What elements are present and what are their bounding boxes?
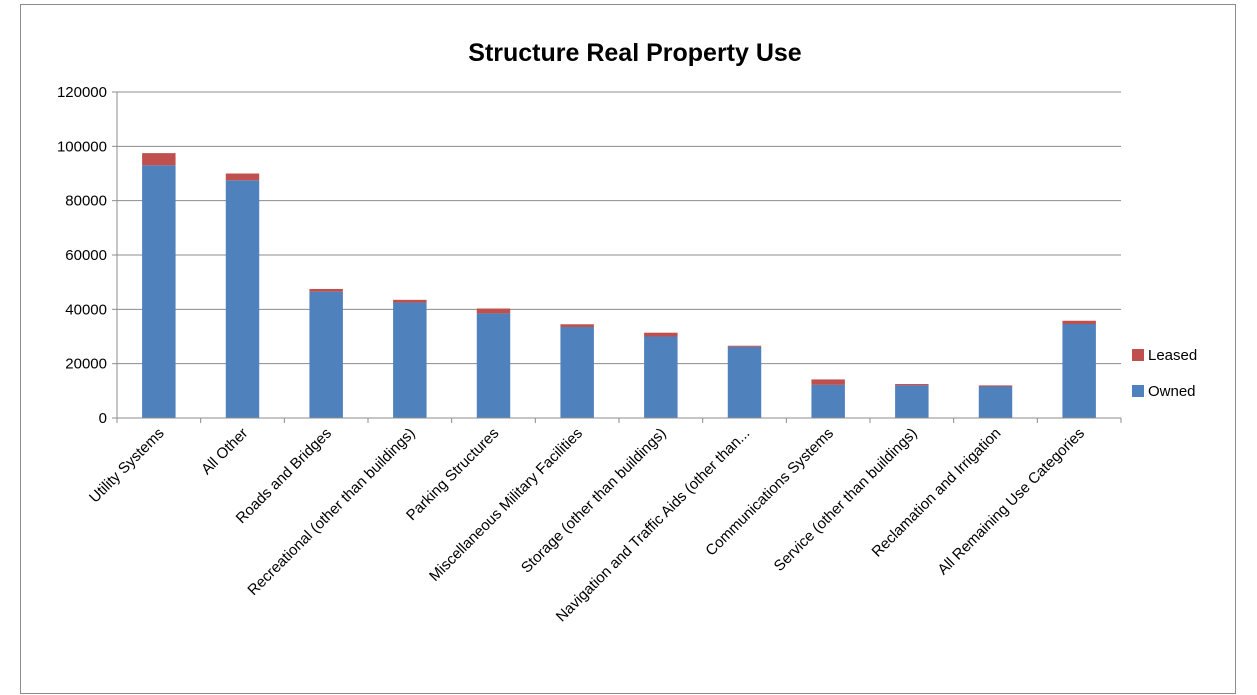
- bar-owned: [978, 386, 1013, 418]
- bar-owned: [895, 385, 929, 418]
- bars: [142, 153, 1096, 418]
- legend-label-owned: Owned: [1148, 383, 1196, 400]
- y-tick-label: 80000: [65, 193, 107, 210]
- y-tick-label: 20000: [65, 356, 107, 373]
- bar-leased: [895, 384, 929, 386]
- chart-title: Structure Real Property Use: [468, 39, 802, 67]
- bar-leased: [393, 299, 427, 303]
- x-tick-label: Service (other than buildings): [771, 425, 921, 575]
- y-tick-label: 60000: [65, 247, 107, 264]
- bar-leased: [225, 173, 260, 181]
- x-tick-label: All Remaining Use Categories: [934, 425, 1088, 579]
- bar-leased: [1062, 320, 1096, 325]
- bar-leased: [811, 379, 845, 385]
- bar-leased: [978, 385, 1013, 387]
- bar-leased: [727, 345, 762, 347]
- bar-owned: [560, 326, 594, 418]
- legend-swatch-leased: [1132, 349, 1144, 361]
- chart-area: Structure Real Property Use 0 20000 40000 6…: [20, 4, 1236, 694]
- bar-leased: [309, 288, 343, 292]
- y-tick-label: 120000: [57, 84, 107, 101]
- x-tick-label: Storage (other than buildings): [518, 425, 670, 577]
- bar-owned: [309, 291, 343, 418]
- chart-svg: Structure Real Property Use 0 20000 40000 6…: [57, 39, 1197, 625]
- x-tick-label: Navigation and Traffic Aids (other than.…: [553, 425, 753, 625]
- bar-leased: [644, 332, 678, 337]
- bar-owned: [225, 180, 260, 418]
- legend: Leased Owned: [1132, 347, 1197, 400]
- bar-owned: [393, 302, 427, 418]
- bar-owned: [476, 313, 511, 418]
- x-tick-label: Miscellaneous Military Facilities: [426, 425, 586, 585]
- bar-owned: [644, 336, 678, 418]
- bar-owned: [1062, 324, 1096, 418]
- bar-owned: [811, 384, 845, 418]
- x-tick-label: Parking Structures: [403, 425, 502, 524]
- bar-leased: [142, 153, 176, 166]
- bar-leased: [476, 308, 511, 314]
- y-tick-label: 40000: [65, 301, 107, 318]
- x-tick-label: Recreational (other than buildings): [244, 425, 418, 599]
- legend-swatch-owned: [1132, 385, 1144, 397]
- y-tick-label: 0: [99, 410, 107, 427]
- x-tick-label: Utility Systems: [86, 425, 168, 507]
- gridlines: [117, 91, 1121, 419]
- x-tick-label: All Other: [198, 425, 251, 478]
- bar-owned: [727, 346, 762, 418]
- bar-leased: [560, 324, 594, 327]
- y-tick-label: 100000: [57, 138, 107, 155]
- legend-label-leased: Leased: [1148, 347, 1197, 364]
- bar-owned: [142, 165, 176, 418]
